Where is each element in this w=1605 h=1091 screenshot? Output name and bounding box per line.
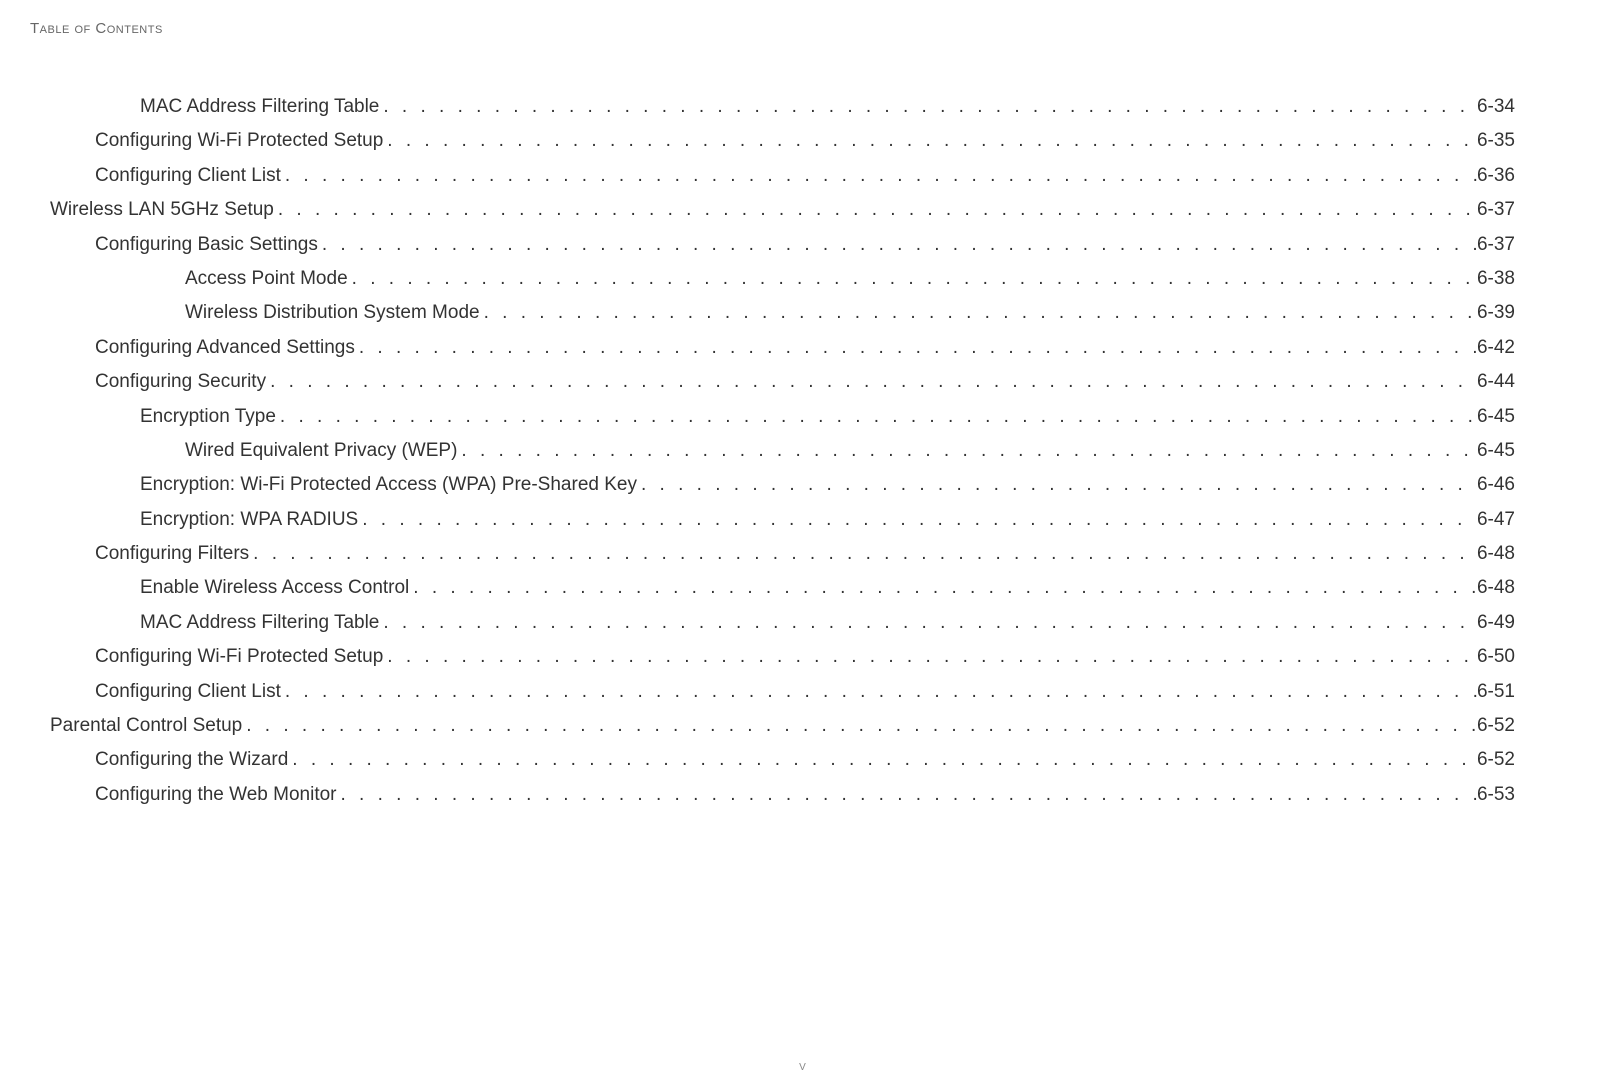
toc-entry-page: 6-50 xyxy=(1477,642,1515,672)
toc-entry: Encryption: WPA RADIUS 6-47 xyxy=(30,505,1515,535)
toc-entry-page: 6-49 xyxy=(1477,608,1515,638)
toc-leader-dots xyxy=(383,642,1477,672)
toc-entry: Configuring Basic Settings 6-37 xyxy=(30,230,1515,260)
toc-entry-title: Configuring Client List xyxy=(95,161,281,191)
toc-leader-dots xyxy=(457,436,1477,466)
toc-entry: Encryption: Wi-Fi Protected Access (WPA)… xyxy=(30,470,1515,500)
toc-entry-page: 6-44 xyxy=(1477,367,1515,397)
toc-leader-dots xyxy=(637,470,1477,500)
toc-entry-page: 6-52 xyxy=(1477,745,1515,775)
toc-entry: Encryption Type 6-45 xyxy=(30,402,1515,432)
toc-leader-dots xyxy=(318,230,1477,260)
toc-entry-title: Configuring Wi-Fi Protected Setup xyxy=(95,642,383,672)
toc-entry: Configuring Client List 6-51 xyxy=(30,677,1515,707)
toc-entry: Configuring Client List 6-36 xyxy=(30,161,1515,191)
toc-entry: MAC Address Filtering Table 6-49 xyxy=(30,608,1515,638)
toc-leader-dots xyxy=(348,264,1477,294)
toc-leader-dots xyxy=(337,780,1477,810)
toc-entry: Wireless Distribution System Mode 6-39 xyxy=(30,298,1515,328)
toc-leader-dots xyxy=(409,573,1477,603)
toc-entry-title: Configuring Security xyxy=(95,367,266,397)
toc-leader-dots xyxy=(281,677,1477,707)
toc-entry-page: 6-48 xyxy=(1477,573,1515,603)
toc-entry-title: Enable Wireless Access Control xyxy=(140,573,409,603)
toc-leader-dots xyxy=(358,505,1477,535)
toc-leader-dots xyxy=(379,608,1477,638)
toc-entry: Configuring the Wizard 6-52 xyxy=(30,745,1515,775)
toc-entry: Configuring the Web Monitor 6-53 xyxy=(30,780,1515,810)
toc-leader-dots xyxy=(281,161,1477,191)
toc-entry-title: Encryption: WPA RADIUS xyxy=(140,505,358,535)
toc-entry-page: 6-51 xyxy=(1477,677,1515,707)
toc-entry-page: 6-45 xyxy=(1477,402,1515,432)
toc-entry-page: 6-53 xyxy=(1477,780,1515,810)
toc-leader-dots xyxy=(249,539,1477,569)
toc-entry-page: 6-52 xyxy=(1477,711,1515,741)
toc-entry: MAC Address Filtering Table 6-34 xyxy=(30,92,1515,122)
toc-entry-page: 6-48 xyxy=(1477,539,1515,569)
toc-entry: Parental Control Setup 6-52 xyxy=(30,711,1515,741)
toc-entry-title: MAC Address Filtering Table xyxy=(140,92,379,122)
toc-entry-page: 6-38 xyxy=(1477,264,1515,294)
toc-entry-title: Encryption: Wi-Fi Protected Access (WPA)… xyxy=(140,470,637,500)
toc-entry-page: 6-45 xyxy=(1477,436,1515,466)
toc-entry-title: Wireless LAN 5GHz Setup xyxy=(50,195,274,225)
toc-leader-dots xyxy=(355,333,1477,363)
toc-entry-title: Configuring the Web Monitor xyxy=(95,780,337,810)
toc-entry-title: Configuring Client List xyxy=(95,677,281,707)
toc-leader-dots xyxy=(274,195,1477,225)
toc-leader-dots xyxy=(266,367,1477,397)
toc-leader-dots xyxy=(288,745,1477,775)
toc-leader-dots xyxy=(379,92,1477,122)
toc-entry-title: Access Point Mode xyxy=(185,264,348,294)
page-container: Table of Contents MAC Address Filtering … xyxy=(0,0,1605,810)
toc-leader-dots xyxy=(276,402,1477,432)
toc-entry: Wireless LAN 5GHz Setup 6-37 xyxy=(30,195,1515,225)
toc-entry-title: Parental Control Setup xyxy=(50,711,242,741)
toc-entry: Wired Equivalent Privacy (WEP) 6-45 xyxy=(30,436,1515,466)
page-header: Table of Contents xyxy=(30,20,1515,37)
toc-entry-title: Configuring Filters xyxy=(95,539,249,569)
toc-entry-title: Wireless Distribution System Mode xyxy=(185,298,480,328)
toc-entry-page: 6-42 xyxy=(1477,333,1515,363)
toc-entry-page: 6-37 xyxy=(1477,195,1515,225)
toc-entry-page: 6-35 xyxy=(1477,126,1515,156)
toc-entry-page: 6-47 xyxy=(1477,505,1515,535)
toc-entry: Configuring Wi-Fi Protected Setup 6-35 xyxy=(30,126,1515,156)
toc-leader-dots xyxy=(242,711,1477,741)
toc-entry: Configuring Wi-Fi Protected Setup 6-50 xyxy=(30,642,1515,672)
toc-entry-title: Wired Equivalent Privacy (WEP) xyxy=(185,436,457,466)
toc-entry: Configuring Security 6-44 xyxy=(30,367,1515,397)
toc-entry-page: 6-46 xyxy=(1477,470,1515,500)
toc-entry: Enable Wireless Access Control 6-48 xyxy=(30,573,1515,603)
toc-entry-page: 6-39 xyxy=(1477,298,1515,328)
toc-entry-title: Configuring Basic Settings xyxy=(95,230,318,260)
toc-entry: Configuring Filters 6-48 xyxy=(30,539,1515,569)
toc-entry-title: Configuring Wi-Fi Protected Setup xyxy=(95,126,383,156)
toc-entry-title: Configuring the Wizard xyxy=(95,745,288,775)
table-of-contents: MAC Address Filtering Table 6-34 Configuri… xyxy=(30,92,1515,810)
toc-leader-dots xyxy=(480,298,1477,328)
toc-entry-page: 6-36 xyxy=(1477,161,1515,191)
toc-entry-page: 6-34 xyxy=(1477,92,1515,122)
page-number-footer: v xyxy=(0,1057,1605,1073)
toc-entry: Configuring Advanced Settings 6-42 xyxy=(30,333,1515,363)
toc-entry: Access Point Mode 6-38 xyxy=(30,264,1515,294)
toc-entry-title: Configuring Advanced Settings xyxy=(95,333,355,363)
toc-entry-page: 6-37 xyxy=(1477,230,1515,260)
toc-entry-title: MAC Address Filtering Table xyxy=(140,608,379,638)
toc-entry-title: Encryption Type xyxy=(140,402,276,432)
toc-leader-dots xyxy=(383,126,1477,156)
